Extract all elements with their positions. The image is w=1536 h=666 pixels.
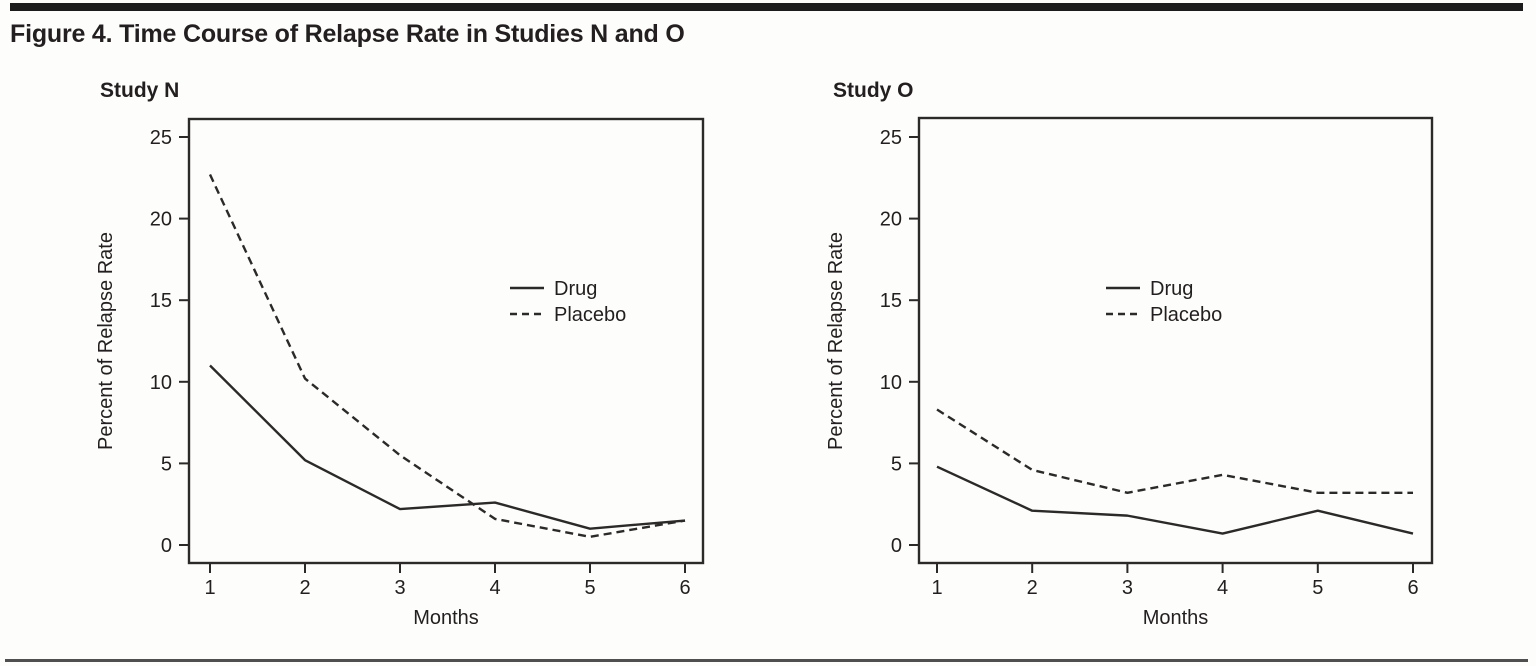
placebo-line xyxy=(936,408,1413,494)
x-tick-label: 3 xyxy=(394,577,405,599)
x-tick-label: 1 xyxy=(931,577,942,599)
study-o-chart: Study O 0 5 10 15 20 25 1 2 3 4 5 6 Months Percent of … xyxy=(825,79,1434,629)
plot-box xyxy=(917,116,1434,565)
top-rule xyxy=(10,3,1523,11)
chart-title: Study N xyxy=(100,79,179,102)
y-tick-label: 10 xyxy=(150,372,172,394)
y-tick-label: 10 xyxy=(880,372,902,394)
y-tick-label: 25 xyxy=(880,127,902,149)
x-tick-label: 6 xyxy=(679,577,690,599)
y-tick-label: 0 xyxy=(161,535,172,557)
plot-box xyxy=(187,117,705,565)
y-tick-label: 5 xyxy=(891,453,902,475)
x-tick-label: 3 xyxy=(1122,577,1133,599)
y-tick-label: 25 xyxy=(150,127,172,149)
x-tick-label: 2 xyxy=(299,577,310,599)
x-tick-label: 6 xyxy=(1407,577,1418,599)
y-axis-label: Percent of Relapse Rate xyxy=(825,232,847,450)
legend-drug-label: Drug xyxy=(1150,278,1193,300)
y-tick-label: 0 xyxy=(891,535,902,557)
y-tick-label: 15 xyxy=(150,290,172,312)
x-tick-label: 2 xyxy=(1027,577,1038,599)
x-axis-label: Months xyxy=(413,607,479,629)
x-tick-label: 5 xyxy=(1312,577,1323,599)
study-n-chart: Study N 0 5 10 15 20 25 1 2 3 4 5 6 Months Percent of … xyxy=(95,79,705,629)
y-tick-label: 15 xyxy=(880,290,902,312)
y-axis-label: Percent of Relapse Rate xyxy=(95,232,117,450)
x-tick-label: 4 xyxy=(1217,577,1228,599)
legend-drug-label: Drug xyxy=(554,278,597,300)
placebo-line xyxy=(208,174,686,539)
drug-line xyxy=(209,364,686,530)
x-tick-label: 5 xyxy=(584,577,595,599)
x-axis-label: Months xyxy=(1143,607,1209,629)
legend-placebo-label: Placebo xyxy=(554,304,626,326)
chart-title: Study O xyxy=(833,79,914,102)
legend-placebo-label: Placebo xyxy=(1150,304,1222,326)
drug-line xyxy=(936,465,1414,535)
figure-title: Figure 4. Time Course of Relapse Rate in… xyxy=(10,20,685,48)
y-tick-label: 20 xyxy=(150,209,172,231)
y-tick-label: 20 xyxy=(880,209,902,231)
x-tick-label: 1 xyxy=(204,577,215,599)
y-tick-label: 5 xyxy=(161,453,172,475)
bottom-rule xyxy=(5,659,1528,662)
x-tick-label: 4 xyxy=(489,577,500,599)
